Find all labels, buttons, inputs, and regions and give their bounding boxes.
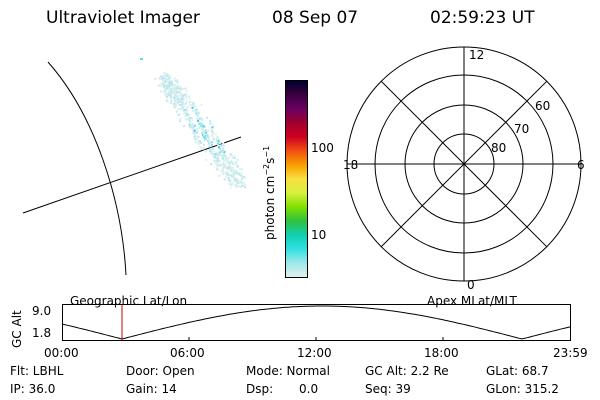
colorbar-tick-100: 100 xyxy=(311,141,334,155)
altitude-curve xyxy=(62,305,571,340)
unit-s: s xyxy=(263,157,277,164)
info-glat: GLat: 68.7 xyxy=(486,364,549,378)
unit-sup-1: −2 xyxy=(262,163,271,176)
info-filter: Flt: LBHL xyxy=(10,364,64,378)
latitude-line xyxy=(22,136,242,214)
header-time: 02:59:23 UT xyxy=(430,8,535,28)
info-seq: Seq: 39 xyxy=(365,382,411,396)
timeline-tick-0000: 00:00 xyxy=(44,346,79,360)
unit-text: photon cm xyxy=(263,175,277,240)
colorbar-unit-label: photon cm−2s−1 xyxy=(262,146,277,240)
timeline-tick-1200: 12:00 xyxy=(297,346,332,360)
meridian-curve xyxy=(47,61,127,276)
timeline-tick-1800: 18:00 xyxy=(424,346,459,360)
aurora-emission xyxy=(154,71,247,189)
polar-label-70: 70 xyxy=(514,122,529,136)
polar-plot: 12 18 6 0 60 70 80 xyxy=(343,46,585,292)
info-ip: IP: 36.0 xyxy=(10,382,56,396)
polar-diag-2 xyxy=(380,80,548,248)
timeline-tick-2359: 23:59 xyxy=(553,346,588,360)
timeline-tick-0600: 06:00 xyxy=(170,346,205,360)
timeline-y-top: 9.0 xyxy=(32,304,52,318)
polar-label-18: 18 xyxy=(343,158,358,172)
polar-label-60: 60 xyxy=(535,99,550,113)
info-mode: Mode: Normal xyxy=(246,364,330,378)
polar-label-0: 0 xyxy=(467,278,475,292)
colorbar xyxy=(285,80,308,278)
geographic-image-panel xyxy=(22,58,247,276)
timeline-axis-label: GC Alt xyxy=(10,310,24,348)
timeline-plot xyxy=(62,304,571,341)
colorbar-tick-10: 10 xyxy=(311,228,327,242)
info-dsp-value: 0.0 xyxy=(299,382,319,396)
info-dsp-label: Dsp: xyxy=(246,382,274,396)
polar-label-80: 80 xyxy=(491,141,506,155)
info-door: Door: Open xyxy=(126,364,195,378)
timeline-y-bottom: 1.8 xyxy=(32,326,52,340)
info-gain: Gain: 14 xyxy=(126,382,177,396)
info-glon: GLon: 315.2 xyxy=(486,382,559,396)
app-title: Ultraviolet Imager xyxy=(46,8,200,28)
polar-label-6: 6 xyxy=(577,158,585,172)
info-gc-alt: GC Alt: 2.2 Re xyxy=(365,364,449,378)
header-date: 08 Sep 07 xyxy=(272,8,359,28)
polar-label-12: 12 xyxy=(469,48,484,62)
unit-sup-2: −1 xyxy=(262,145,271,158)
